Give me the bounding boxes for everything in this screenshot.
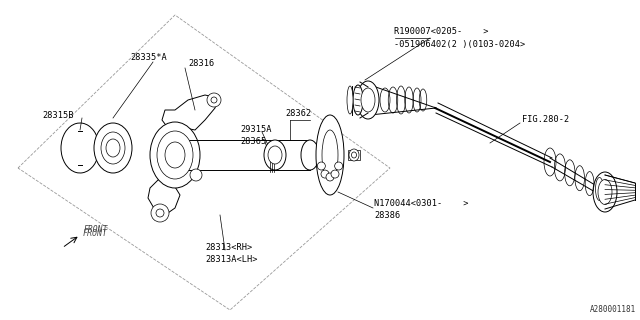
Ellipse shape: [598, 180, 612, 204]
Text: FIG.280-2: FIG.280-2: [522, 116, 569, 124]
Text: A280001181: A280001181: [589, 305, 636, 314]
Text: -051906402(2 )(0103-0204>: -051906402(2 )(0103-0204>: [394, 39, 525, 49]
Text: 28335*A: 28335*A: [130, 53, 167, 62]
Text: 28362: 28362: [285, 108, 311, 117]
Ellipse shape: [353, 85, 363, 115]
Text: 28313A<LH>: 28313A<LH>: [205, 255, 257, 265]
Ellipse shape: [301, 140, 319, 170]
Text: 28365: 28365: [240, 138, 266, 147]
Text: FRONT: FRONT: [83, 228, 108, 237]
Text: 28316: 28316: [188, 60, 214, 68]
Ellipse shape: [347, 86, 353, 114]
Text: 28313<RH>: 28313<RH>: [205, 244, 252, 252]
Ellipse shape: [593, 172, 617, 212]
Polygon shape: [348, 150, 360, 160]
Circle shape: [156, 209, 164, 217]
Circle shape: [151, 204, 169, 222]
Circle shape: [335, 162, 342, 170]
Ellipse shape: [264, 140, 286, 170]
Ellipse shape: [316, 115, 344, 195]
Ellipse shape: [106, 139, 120, 157]
Text: R190007<0205-    >: R190007<0205- >: [394, 28, 488, 36]
Ellipse shape: [157, 131, 193, 179]
Ellipse shape: [165, 142, 185, 168]
Circle shape: [207, 93, 221, 107]
Text: 28386: 28386: [374, 212, 400, 220]
Polygon shape: [148, 178, 180, 215]
Ellipse shape: [94, 123, 132, 173]
Text: 29315A: 29315A: [240, 125, 271, 134]
Circle shape: [190, 169, 202, 181]
Ellipse shape: [357, 81, 379, 119]
Circle shape: [317, 162, 325, 170]
Text: N170044<0301-    >: N170044<0301- >: [374, 199, 468, 209]
Circle shape: [211, 97, 217, 103]
Circle shape: [331, 170, 339, 178]
Circle shape: [321, 170, 329, 178]
Text: FRONT: FRONT: [84, 226, 108, 235]
Text: 28315B: 28315B: [42, 111, 74, 121]
Ellipse shape: [361, 88, 375, 112]
Ellipse shape: [349, 149, 359, 161]
Circle shape: [326, 173, 334, 181]
Ellipse shape: [322, 130, 338, 180]
Ellipse shape: [351, 152, 356, 158]
Ellipse shape: [150, 122, 200, 188]
Polygon shape: [162, 95, 218, 130]
Ellipse shape: [268, 146, 282, 164]
Ellipse shape: [101, 132, 125, 164]
